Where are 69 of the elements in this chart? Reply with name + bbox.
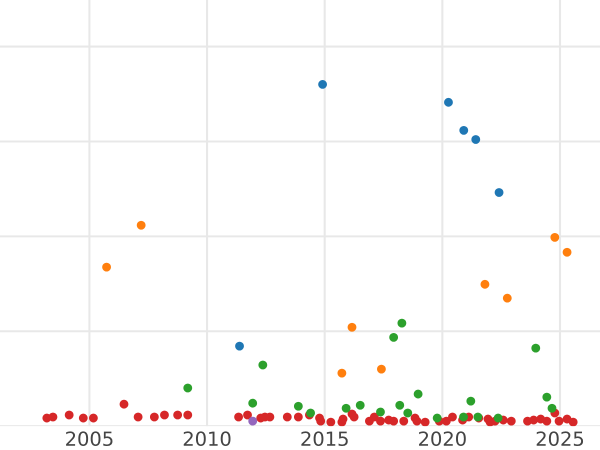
- point: [448, 412, 457, 422]
- point: [235, 342, 244, 351]
- point: [397, 318, 406, 328]
- point: [466, 396, 476, 406]
- x-tick-label: 2005: [66, 431, 112, 446]
- point: [442, 416, 451, 426]
- point: [326, 418, 336, 426]
- point: [64, 410, 74, 420]
- point: [348, 322, 356, 332]
- point: [78, 414, 88, 422]
- point: [494, 414, 503, 422]
- point: [248, 398, 258, 408]
- point: [459, 126, 468, 135]
- point: [399, 416, 408, 426]
- point: [150, 412, 159, 422]
- point: [412, 416, 422, 426]
- point: [318, 80, 327, 89]
- point: [502, 294, 512, 303]
- point: [160, 410, 169, 420]
- x-tick-label: 2015: [301, 431, 348, 446]
- point: [294, 412, 303, 422]
- point: [376, 408, 385, 416]
- point: [506, 416, 516, 426]
- point: [444, 98, 453, 107]
- point: [89, 414, 98, 422]
- point: [134, 412, 143, 422]
- point: [494, 188, 504, 197]
- point: [48, 412, 58, 422]
- point: [120, 400, 128, 409]
- point: [337, 368, 346, 378]
- point: [432, 414, 442, 422]
- point: [480, 280, 490, 289]
- point: [568, 418, 578, 426]
- point: [243, 410, 252, 420]
- point: [531, 344, 540, 353]
- point: [554, 416, 564, 426]
- point: [316, 416, 326, 426]
- point: [389, 332, 398, 342]
- point: [389, 416, 398, 426]
- point: [403, 408, 412, 418]
- point: [234, 412, 243, 422]
- point: [350, 412, 359, 422]
- point: [282, 412, 292, 422]
- point: [183, 384, 192, 392]
- point: [420, 418, 430, 426]
- point: [248, 416, 258, 426]
- point: [376, 416, 385, 426]
- point: [542, 392, 552, 402]
- point: [562, 248, 572, 257]
- point: [550, 232, 560, 242]
- x-tick-label: 2020: [419, 431, 466, 446]
- point: [542, 416, 552, 426]
- point: [338, 414, 348, 424]
- point: [414, 390, 423, 398]
- point: [459, 412, 468, 422]
- point: [258, 360, 268, 370]
- point: [294, 402, 303, 411]
- point: [548, 404, 556, 413]
- point: [395, 400, 404, 410]
- x-tick-label: 2025: [536, 431, 584, 446]
- point: [173, 410, 182, 420]
- point: [377, 364, 386, 374]
- point: [471, 135, 480, 144]
- point: [102, 262, 111, 272]
- point: [136, 220, 146, 230]
- point: [342, 404, 351, 413]
- point: [356, 400, 365, 410]
- x-tick-label: 2010: [184, 431, 231, 446]
- point: [183, 410, 192, 420]
